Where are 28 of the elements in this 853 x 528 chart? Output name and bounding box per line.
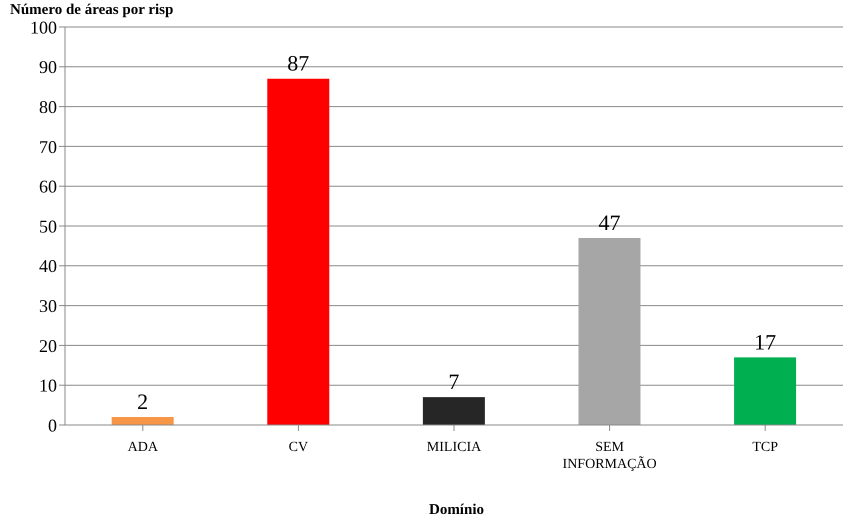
x-tick-label: SEM INFORMAÇÃO [562,440,657,472]
y-tick-label: 10 [39,376,57,396]
y-tick-label: 20 [39,336,57,356]
bar [578,238,640,425]
bar [112,417,174,425]
y-axis-title: Número de áreas por risp [10,2,174,19]
y-tick-label: 80 [39,96,57,117]
y-tick-label: 40 [39,256,57,276]
data-label: 87 [287,50,310,76]
bar [267,78,330,425]
y-tick-label: 100 [30,17,57,38]
y-tick-label: 0 [48,415,57,436]
data-label: 17 [754,329,776,354]
x-tick-label: ADA [128,440,159,455]
data-label: 47 [598,210,620,235]
y-tick-label: 30 [39,296,57,316]
x-tick-label: CV [288,440,308,455]
x-tick-label: TCP [752,440,778,455]
x-axis-title: Domínio [428,502,485,519]
bar [734,357,796,425]
y-tick-label: 60 [39,176,57,197]
data-label: 2 [137,389,148,414]
y-tick-label: 70 [39,136,57,157]
bar [422,397,485,425]
y-tick-label: 90 [39,57,57,78]
y-tick-label: 50 [39,216,57,236]
data-label: 7 [448,369,460,394]
x-tick-label: MILICIA [426,440,482,455]
